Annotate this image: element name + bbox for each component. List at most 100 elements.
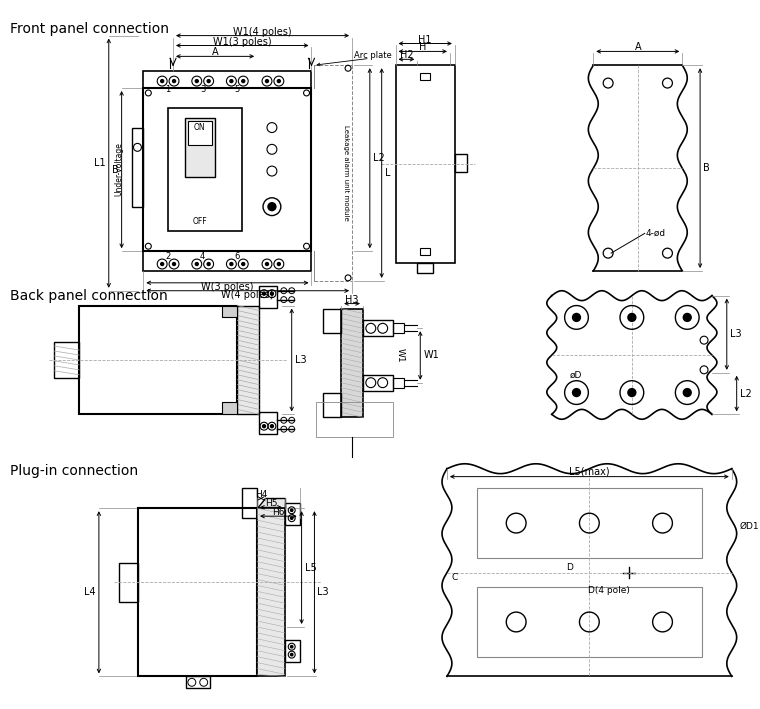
- Circle shape: [271, 425, 274, 428]
- Text: OFF: OFF: [192, 217, 207, 226]
- Circle shape: [242, 79, 245, 82]
- Text: 3: 3: [200, 86, 205, 94]
- Text: L: L: [385, 168, 390, 178]
- Text: W1(4 poles): W1(4 poles): [233, 27, 292, 37]
- Bar: [257, 508, 285, 676]
- Text: D(4 pole): D(4 pole): [588, 586, 630, 595]
- Bar: [420, 73, 430, 80]
- Circle shape: [683, 389, 691, 396]
- Text: H6: H6: [272, 508, 284, 517]
- Text: W1: W1: [423, 350, 439, 360]
- Text: øD: øD: [569, 370, 582, 379]
- Bar: [477, 489, 702, 558]
- Text: L3: L3: [318, 587, 329, 597]
- Text: Leakage alarm unit module: Leakage alarm unit module: [343, 125, 349, 221]
- Text: H2: H2: [400, 50, 413, 60]
- Circle shape: [230, 79, 233, 82]
- Text: 1: 1: [166, 86, 171, 94]
- Text: L3: L3: [730, 329, 742, 339]
- Text: H3: H3: [345, 295, 359, 305]
- Text: Under-voltage: Under-voltage: [114, 143, 123, 196]
- Bar: [185, 118, 214, 177]
- Circle shape: [277, 262, 280, 265]
- Bar: [144, 71, 312, 88]
- Circle shape: [572, 313, 581, 321]
- Bar: [316, 403, 393, 437]
- Bar: [144, 88, 312, 251]
- Text: W1(3 poles): W1(3 poles): [213, 37, 271, 47]
- Text: D: D: [566, 563, 573, 572]
- Circle shape: [173, 79, 176, 82]
- Bar: [393, 378, 404, 388]
- Text: H1: H1: [419, 35, 432, 45]
- Bar: [119, 563, 138, 602]
- Circle shape: [262, 425, 265, 428]
- Text: C: C: [452, 573, 458, 582]
- Bar: [395, 65, 455, 263]
- Circle shape: [271, 292, 274, 295]
- Text: 4: 4: [200, 252, 205, 261]
- Text: L3: L3: [295, 355, 306, 365]
- Circle shape: [195, 262, 198, 265]
- Bar: [420, 248, 430, 255]
- Circle shape: [628, 313, 636, 321]
- Text: L4: L4: [84, 587, 96, 597]
- Text: A: A: [635, 43, 641, 52]
- Text: L5: L5: [305, 563, 316, 573]
- Bar: [363, 375, 393, 391]
- Bar: [393, 323, 404, 333]
- Bar: [144, 251, 312, 271]
- Text: W1: W1: [396, 347, 405, 362]
- Bar: [285, 640, 299, 661]
- Text: Plug-in connection: Plug-in connection: [10, 464, 138, 478]
- Circle shape: [160, 79, 163, 82]
- Text: Arc plate: Arc plate: [354, 51, 391, 60]
- Circle shape: [207, 79, 210, 82]
- Circle shape: [290, 654, 293, 656]
- Text: H4: H4: [255, 490, 268, 499]
- Circle shape: [265, 262, 268, 265]
- Bar: [242, 489, 257, 518]
- Bar: [55, 342, 79, 378]
- Bar: [186, 676, 210, 688]
- Circle shape: [683, 313, 691, 321]
- Bar: [259, 286, 277, 308]
- Bar: [131, 128, 144, 206]
- Circle shape: [290, 517, 293, 519]
- Bar: [323, 393, 341, 418]
- Text: B: B: [703, 163, 710, 173]
- Text: ON: ON: [194, 123, 205, 132]
- Text: ØD1: ØD1: [739, 522, 759, 530]
- Text: A: A: [212, 48, 218, 57]
- Bar: [79, 306, 237, 414]
- Text: 4-ød: 4-ød: [646, 229, 666, 238]
- Bar: [168, 108, 242, 231]
- Circle shape: [173, 262, 176, 265]
- Bar: [341, 308, 363, 418]
- Bar: [188, 121, 211, 145]
- Text: 2: 2: [166, 252, 171, 261]
- Text: H5: H5: [264, 499, 277, 508]
- Text: 6: 6: [235, 252, 240, 261]
- Bar: [363, 320, 393, 336]
- Text: W(4 poles): W(4 poles): [221, 290, 274, 300]
- Bar: [477, 587, 702, 657]
- Text: 5: 5: [235, 86, 240, 94]
- Text: L1: L1: [94, 158, 106, 168]
- Circle shape: [262, 292, 265, 295]
- Circle shape: [268, 203, 276, 211]
- Circle shape: [277, 79, 280, 82]
- Bar: [323, 308, 341, 333]
- Text: B: B: [112, 164, 119, 174]
- Circle shape: [290, 645, 293, 648]
- Bar: [259, 413, 277, 434]
- Circle shape: [628, 389, 636, 396]
- Text: L5(max): L5(max): [569, 467, 610, 476]
- Bar: [223, 403, 237, 414]
- Polygon shape: [257, 498, 285, 508]
- Bar: [138, 508, 257, 676]
- Circle shape: [290, 509, 293, 511]
- Text: W(3 poles): W(3 poles): [201, 281, 254, 292]
- Circle shape: [242, 262, 245, 265]
- Circle shape: [265, 79, 268, 82]
